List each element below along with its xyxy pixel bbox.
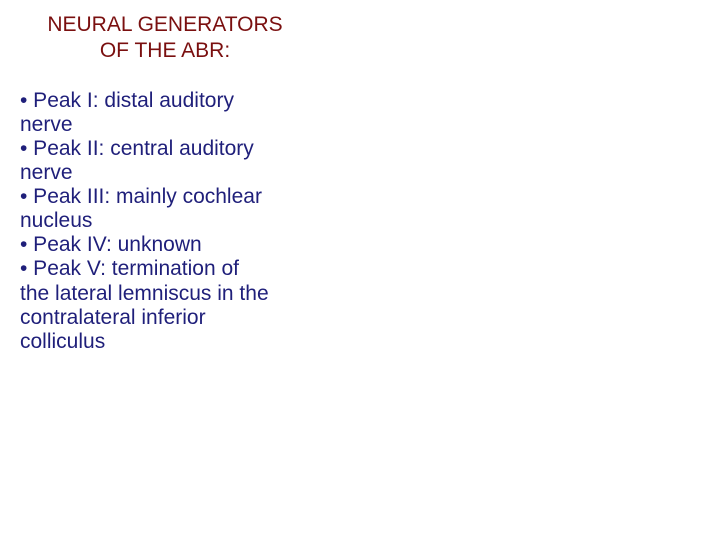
body-line: • Peak I: distal auditory — [20, 89, 330, 113]
body-line: • Peak V: termination of — [20, 257, 330, 281]
body-line: • Peak IV: unknown — [20, 233, 330, 257]
body-line: nucleus — [20, 209, 330, 233]
body-line: • Peak II: central auditory — [20, 137, 330, 161]
title-line-1: NEURAL GENERATORS — [20, 12, 310, 38]
slide-body: • Peak I: distal auditory nerve • Peak I… — [20, 89, 330, 355]
slide-title: NEURAL GENERATORS OF THE ABR: — [20, 12, 310, 65]
body-line: colliculus — [20, 330, 330, 354]
body-line: • Peak III: mainly cochlear — [20, 185, 330, 209]
title-line-2: OF THE ABR: — [20, 38, 310, 64]
body-line: nerve — [20, 113, 330, 137]
body-line: the lateral lemniscus in the — [20, 282, 330, 306]
body-line: contralateral inferior — [20, 306, 330, 330]
slide: NEURAL GENERATORS OF THE ABR: • Peak I: … — [0, 0, 720, 540]
body-line: nerve — [20, 161, 330, 185]
